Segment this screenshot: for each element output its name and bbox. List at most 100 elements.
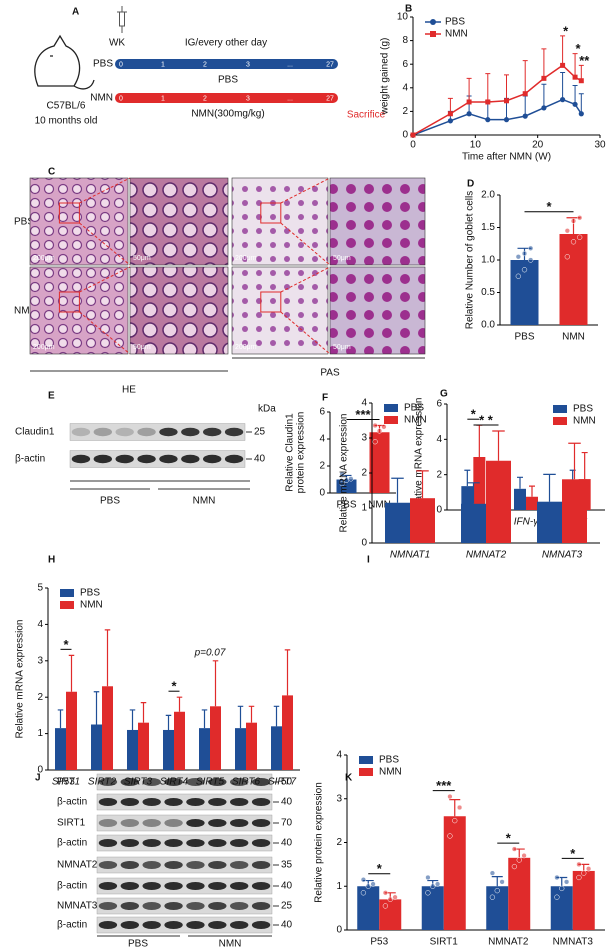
blot-strip [96, 814, 273, 832]
blot-band [164, 839, 183, 847]
blot-band [208, 861, 227, 869]
blot-band [142, 778, 161, 786]
panel-label: J [35, 773, 41, 784]
bar [526, 496, 538, 510]
zoom-box [58, 291, 80, 313]
endpoint-label: Sacrifice [347, 110, 386, 121]
y-tick-label: 2 [336, 837, 342, 848]
data-point [578, 111, 584, 117]
label: 10 months old [35, 116, 98, 127]
error-bar [485, 73, 491, 102]
blot-band [251, 882, 271, 890]
label: C57BL/6 [47, 101, 86, 112]
panel-label: K [345, 773, 353, 784]
panel-label: E [48, 391, 55, 402]
blot-band [230, 882, 249, 890]
data-point [392, 894, 398, 900]
bar [357, 886, 380, 930]
bar [282, 695, 293, 770]
timeline-bar [115, 59, 338, 69]
marker-label: 25 [254, 427, 266, 438]
data-point [576, 861, 582, 868]
blot-band [142, 798, 161, 806]
error-bar [578, 64, 584, 81]
y-tick-label: 3 [336, 793, 342, 804]
blot-band [164, 778, 183, 786]
treatment-label: NMN(300mg/kg) [191, 109, 264, 120]
data-point [430, 883, 436, 889]
timeline-tick: 2 [203, 61, 207, 68]
blot-band [208, 819, 227, 827]
zoom-line [79, 177, 131, 266]
legend-label: NMN [404, 415, 427, 426]
error-bar [568, 442, 581, 480]
blot-band [186, 778, 205, 786]
y-tick-label: 4 [319, 434, 325, 445]
error-bar [529, 485, 535, 497]
blot-band [142, 819, 161, 827]
row-label: PBS [14, 217, 34, 228]
scale-bar-label: 50μm [333, 255, 351, 262]
bar [550, 886, 573, 930]
legend-swatch [359, 756, 373, 764]
blot-band [98, 921, 118, 929]
data-point [434, 881, 441, 887]
y-tick-label: 1.0 [481, 255, 495, 266]
zoom-box [260, 202, 282, 224]
blot-band [142, 882, 161, 890]
data-point [382, 903, 389, 909]
blot-band [120, 839, 139, 847]
significance-label: p=0.07 [194, 647, 226, 658]
bar [421, 886, 444, 930]
timeline-tick: ... [287, 95, 293, 102]
bar [461, 503, 486, 543]
data-point [528, 257, 534, 263]
group-label: PBS [128, 939, 148, 950]
blot-band [208, 839, 227, 847]
marker-label: 40 [254, 454, 266, 465]
blot-label: NMNAT2 [57, 860, 98, 871]
timeline-tick: 0 [119, 61, 123, 68]
blot-label: β-actin [57, 838, 87, 849]
significance-label: * [63, 637, 69, 652]
bar [210, 706, 221, 770]
blot-band [230, 921, 249, 929]
blot-strip [96, 793, 273, 811]
blot-band [203, 427, 222, 437]
significance-label: ** [579, 53, 590, 68]
legend-label: PBS [80, 588, 100, 599]
error-bar [416, 470, 429, 499]
x-tick-label: SIRT7 [268, 777, 297, 788]
error-bar [140, 702, 147, 723]
significance-label: * [506, 831, 512, 846]
scale-bar-label: 50μm [133, 344, 151, 351]
blot-band [203, 454, 222, 464]
blot-band [186, 839, 205, 847]
y-tick-label: 2 [319, 461, 325, 472]
mouse-icon [34, 34, 95, 90]
data-point [466, 99, 472, 105]
y-axis-label: Relative protein expression [314, 782, 325, 903]
y-tick-label: 0 [319, 488, 325, 499]
data-point [570, 218, 577, 224]
data-point [521, 852, 527, 859]
legend-label: NMN [573, 416, 596, 427]
blot-band [164, 902, 183, 910]
x-tick-label: 0 [410, 140, 416, 151]
row-label: NMN [14, 306, 37, 317]
y-axis-label: Relative mRNA expression [15, 620, 26, 739]
bar [562, 479, 587, 543]
bar [235, 728, 246, 770]
significance-label: * [171, 679, 177, 694]
bar [174, 711, 185, 770]
data-point [585, 866, 592, 872]
blot-label: β-actin [57, 797, 87, 808]
legend-swatch [384, 416, 398, 424]
blot-band [251, 778, 271, 786]
blot-band [208, 778, 227, 786]
y-axis-label: Relative mRNA expression [339, 414, 350, 533]
significance-label: *** [355, 407, 371, 422]
blot-band [120, 798, 139, 806]
legend-label: NMN [445, 29, 468, 40]
y-tick-label: 6 [319, 407, 325, 418]
